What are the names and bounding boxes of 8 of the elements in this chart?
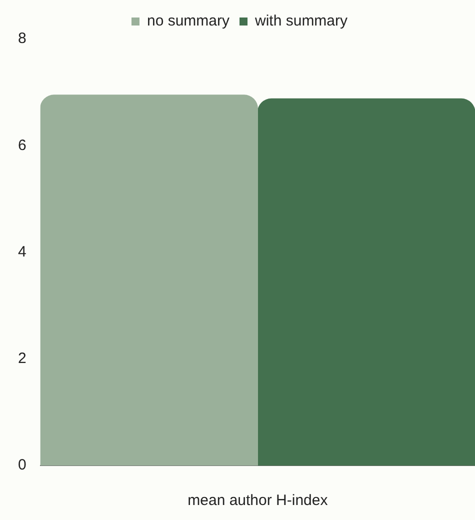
y-tick-label: 2 [18, 350, 26, 368]
y-tick-label: 8 [18, 30, 26, 48]
legend-label: no summary [146, 12, 230, 30]
y-tick-label: 0 [18, 456, 26, 474]
legend-label: with summary [254, 12, 348, 30]
x-axis-title: mean author H-index [188, 492, 328, 510]
y-tick-label: 4 [18, 243, 26, 260]
y-tick-label: 6 [18, 136, 26, 154]
